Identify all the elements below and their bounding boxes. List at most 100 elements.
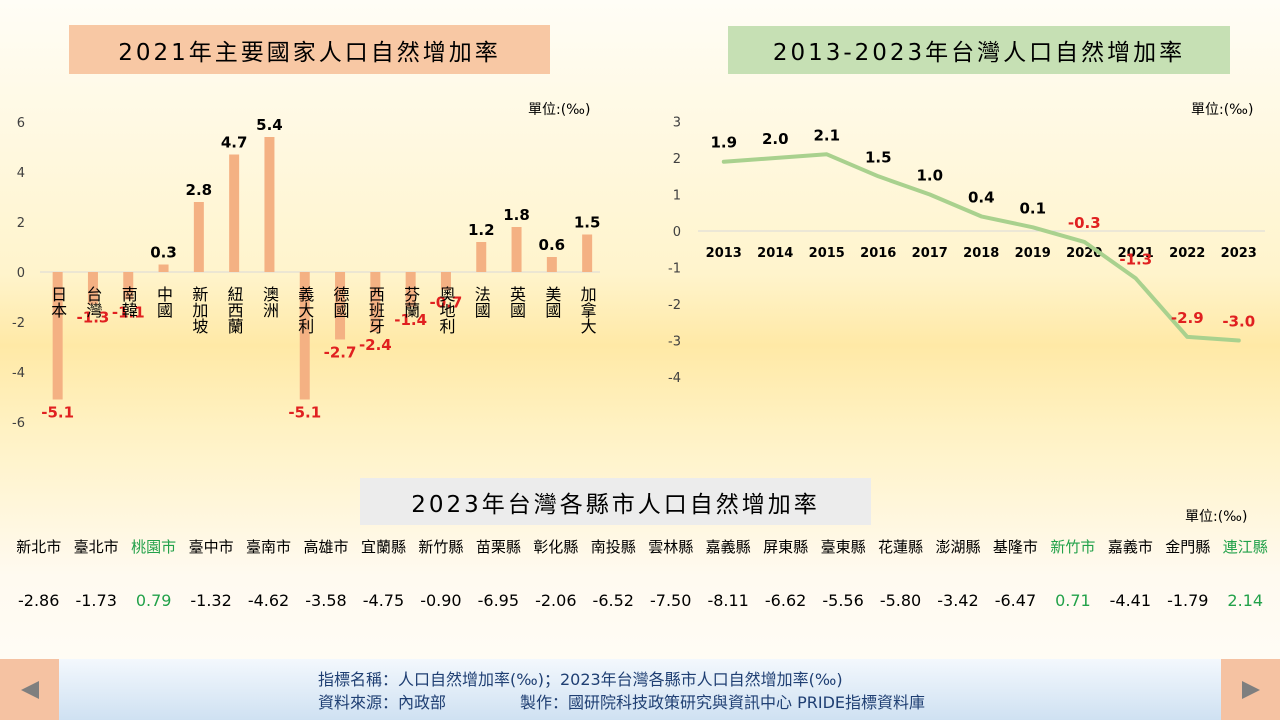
bar-chart-y-tick: 6	[17, 116, 25, 131]
bar-chart-category-label: 法國	[472, 286, 491, 318]
line-chart-data-label: 1.5	[865, 148, 892, 166]
county-name: 嘉義縣	[705, 538, 751, 556]
bar-chart-category-label: 南韓	[119, 286, 138, 318]
triangle-left-icon	[20, 680, 39, 699]
county-value: -4.62	[247, 591, 290, 610]
line-chart-x-tick: 2014	[757, 246, 793, 261]
bar-chart-data-label: -1.3	[77, 309, 110, 327]
bar-chart-data-label: -2.7	[324, 344, 357, 362]
county-name: 南投縣	[590, 538, 636, 556]
bar-chart-category-label: 芬蘭	[401, 286, 420, 318]
line-chart-x-tick: 2020	[1066, 246, 1102, 261]
county-name: 花蓮縣	[878, 538, 924, 556]
county-name: 新竹縣	[418, 538, 464, 556]
line-chart-x-tick: 2023	[1221, 246, 1257, 261]
county-name: 臺東縣	[820, 538, 866, 556]
bar-chart-data-label: -5.1	[41, 404, 74, 422]
bar-chart-data-label: 1.2	[468, 221, 495, 239]
county-name: 嘉義市	[1107, 538, 1153, 556]
bar-chart-y-tick: 2	[17, 216, 25, 231]
line-chart-x-tick: 2018	[963, 246, 999, 261]
footer-indicator-name: 指標名稱：人口自然增加率(‰)；2023年台灣各縣市人口自然增加率(‰)	[318, 670, 843, 689]
bar-chart-y-tick: -4	[12, 366, 25, 381]
county-value: -6.95	[477, 591, 520, 610]
county-value: -0.90	[420, 591, 462, 610]
line-chart-y-tick: 0	[673, 225, 681, 240]
county-value: -6.52	[592, 591, 634, 610]
line-chart-x-tick: 2022	[1169, 246, 1205, 261]
bar-chart-bar	[440, 272, 451, 290]
line-chart-x-tick: 2015	[809, 246, 845, 261]
county-value: -1.73	[75, 591, 117, 610]
county-name: 金門縣	[1165, 538, 1211, 556]
line-chart-data-label: -2.9	[1171, 309, 1204, 327]
bar-chart-category-label: 德國	[331, 286, 350, 318]
bar-chart: 6 4 2 0 -2 -4 -6 -5.1 日本 -1.3台灣 -1.1南韓 0.3 中國 2.8 新加坡 4…	[12, 116, 600, 431]
county-name: 臺北市	[73, 538, 119, 556]
county-value: 0.79	[135, 591, 172, 610]
county-value: -8.11	[707, 591, 749, 610]
bar-chart-bar	[370, 272, 381, 332]
bar-chart-data-label: 0.6	[539, 236, 566, 254]
bar-chart-category-label: 中國	[154, 286, 173, 318]
bar-chart-category-label: 西班牙	[366, 286, 385, 335]
line-chart-y-tick: 1	[673, 189, 681, 204]
bar-chart-bar	[546, 257, 557, 272]
county-name: 高雄市	[303, 538, 349, 556]
table-unit-label: 單位:(‰)	[1185, 509, 1248, 525]
bar-chart-data-label: -5.1	[288, 404, 321, 422]
line-chart-series-line	[721, 152, 1241, 343]
county-value: -7.50	[650, 591, 692, 610]
bar-chart-category-label: 奧地利	[436, 286, 455, 334]
next-slide-button[interactable]	[1221, 659, 1280, 720]
county-name: 桃園市	[131, 538, 177, 556]
line-chart-y-tick: -2	[668, 298, 681, 313]
bar-chart-data-label: -2.4	[359, 336, 392, 354]
bar-chart-y-tick: 4	[17, 166, 25, 181]
line-chart-data-label: -0.3	[1068, 214, 1101, 232]
chart1-title: 2021年主要國家人口自然增加率	[69, 25, 550, 74]
line-chart-data-label: 1.0	[916, 167, 943, 185]
county-value: -2.06	[535, 591, 577, 610]
bar-chart-y-tick: -6	[12, 416, 25, 431]
bar-chart-bar	[87, 272, 98, 305]
bar-chart-y-tick: -2	[12, 316, 25, 331]
bar-chart-bar	[582, 234, 593, 272]
county-name: 苗栗縣	[475, 538, 521, 556]
bar-chart-data-label: 1.8	[503, 206, 530, 224]
bar-chart-category-label: 紐西蘭	[225, 286, 244, 334]
county-name: 連江縣	[1222, 538, 1268, 556]
chart2-title: 2013-2023年台灣人口自然增加率	[728, 26, 1230, 74]
county-value: -2.86	[18, 591, 60, 610]
bar-chart-data-label: -1.1	[112, 304, 145, 322]
county-name-row: 新北市 臺北市 桃園市 臺中市 臺南市 高雄市 宜蘭縣 新竹縣 苗栗縣 彰化縣 南投縣 雲林縣 嘉義縣屏…	[10, 536, 1274, 557]
bar-chart-bar	[335, 272, 346, 340]
bar-chart-category-label: 台灣	[83, 286, 102, 318]
bar-chart-bar	[52, 272, 63, 400]
line-chart-data-label: -1.3	[1119, 250, 1152, 268]
line-chart-data-label: 2.0	[762, 130, 789, 148]
line-chart-y-tick: 3	[673, 116, 681, 131]
chart1-unit-label: 單位:(‰)	[528, 102, 591, 118]
line-chart-x-tick: 2016	[860, 246, 896, 261]
county-value: -4.75	[362, 591, 405, 610]
bar-chart-bar	[229, 154, 240, 272]
footer-bar: 指標名稱：人口自然增加率(‰)；2023年台灣各縣市人口自然增加率(‰) 資料來…	[0, 659, 1280, 720]
county-value: -5.56	[822, 591, 864, 610]
county-value: -6.47	[994, 591, 1037, 610]
line-chart-x-tick: 2017	[912, 246, 948, 261]
county-name: 臺中市	[188, 538, 234, 556]
bar-chart-bar	[299, 272, 310, 400]
bar-chart-data-label: 2.8	[186, 181, 213, 199]
county-value: 2.14	[1227, 591, 1264, 610]
county-value: -6.62	[764, 591, 807, 610]
prev-slide-button[interactable]	[0, 659, 59, 720]
bar-chart-data-label: 5.4	[256, 116, 283, 134]
footer-data-source: 資料來源：內政部	[318, 693, 447, 712]
county-value: -1.79	[1167, 591, 1209, 610]
bar-chart-bar	[264, 137, 275, 272]
triangle-right-icon	[1241, 680, 1260, 699]
bar-chart-data-label: 4.7	[221, 134, 248, 152]
county-value: -3.58	[305, 591, 347, 610]
line-chart-data-label: 2.1	[813, 126, 840, 144]
